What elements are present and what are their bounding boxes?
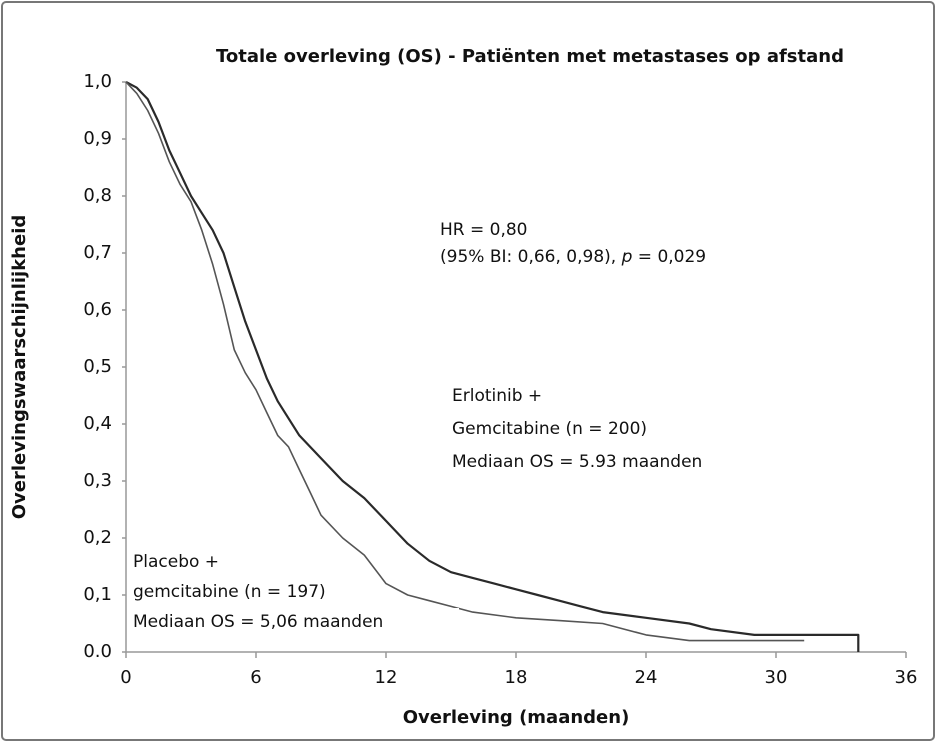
annotation-part: p: [621, 247, 633, 267]
y-tick-label: 0,3: [83, 470, 112, 491]
y-tick-label: 0,1: [83, 584, 112, 605]
y-tick-label: 0,5: [83, 356, 112, 377]
x-tick-label: 18: [505, 667, 528, 688]
x-tick-label: 0: [120, 667, 131, 688]
y-tick-label: 0,6: [83, 299, 112, 320]
y-axis-label: Overlevingswaarschijnlijkheid: [9, 215, 30, 520]
x-tick-label: 36: [895, 667, 918, 688]
y-tick-label: 0.0: [83, 641, 112, 662]
survival-curve: [125, 81, 805, 642]
x-tick-label: 30: [765, 667, 788, 688]
y-tick-label: 0,4: [83, 413, 112, 434]
survival-curve: [125, 81, 860, 652]
series-label: Mediaan OS = 5.93 maanden: [452, 452, 702, 472]
annotation-part: (95% BI: 0,66, 0,98),: [440, 247, 622, 267]
label-background: [129, 608, 459, 636]
y-tick-label: 0,7: [83, 242, 112, 263]
series-label: Erlotinib +: [452, 386, 542, 406]
x-tick-label: 6: [250, 667, 261, 688]
series-label: gemcitabine (n = 197): [133, 582, 326, 602]
x-axis-label: Overleving (maanden): [403, 707, 630, 728]
annotation: (95% BI: 0,66, 0,98), p = 0,029: [440, 247, 706, 267]
x-tick-label: 12: [375, 667, 398, 688]
series-label: Placebo +: [133, 552, 219, 572]
chart-title: Totale overleving (OS) - Patiënten met m…: [216, 46, 844, 67]
y-tick-label: 1,0: [83, 71, 112, 92]
y-tick-label: 0,8: [83, 185, 112, 206]
annotation-part: = 0,029: [632, 247, 706, 267]
y-tick-label: 0,9: [83, 128, 112, 149]
series-label: Gemcitabine (n = 200): [452, 419, 647, 439]
annotation-part: HR = 0,80: [440, 220, 528, 240]
series-label: Mediaan OS = 5,06 maanden: [133, 612, 383, 632]
x-tick-label: 24: [635, 667, 658, 688]
y-tick-label: 0,2: [83, 527, 112, 548]
annotation: HR = 0,80: [440, 220, 528, 240]
